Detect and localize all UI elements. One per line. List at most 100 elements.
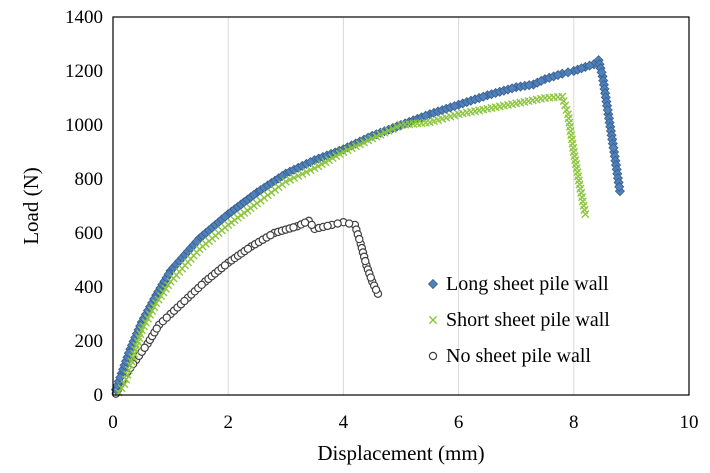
- trace-point-3-14: [162, 313, 171, 322]
- legend-label-3: No sheet pile wall: [446, 345, 591, 367]
- trace-point-2-58: [298, 169, 307, 179]
- trace-point-1-93: [449, 101, 460, 112]
- y-tick-label-4: 800: [75, 169, 104, 190]
- trace-point-3-59: [361, 256, 370, 266]
- trace-point-2-77: [384, 126, 393, 135]
- trace-point-2-39: [220, 223, 230, 232]
- trace-point-3-52: [344, 219, 354, 228]
- trace-point-1-117: [584, 60, 595, 71]
- trace-point-1-144: [614, 181, 625, 192]
- trace-point-3-18: [180, 296, 189, 306]
- tick-labels: 0 2 4 6 8 10 0 200 400 600 800 1000 1200 1400: [65, 7, 699, 433]
- y-axis-label: Load (N): [19, 167, 43, 245]
- trace-point-2-3: [124, 365, 133, 375]
- trace-point-2-18: [154, 295, 163, 304]
- y-tick-label-6: 1200: [65, 61, 103, 82]
- data-point-2-1: [120, 380, 129, 389]
- trace-point-3-50: [323, 221, 332, 231]
- trace-point-2-57: [294, 171, 303, 181]
- trace-point-3-22: [197, 280, 206, 290]
- trace-point-1-110: [536, 75, 547, 86]
- trace-point-2-68: [343, 145, 352, 155]
- trace-point-2-1: [121, 375, 131, 384]
- trace-point-2-54: [278, 180, 287, 189]
- trace-point-2-55: [285, 175, 295, 184]
- trace-point-2-71: [355, 140, 364, 149]
- trace-point-2-69: [347, 144, 356, 153]
- data-point-2-4: [152, 299, 161, 308]
- trace-point-2-20: [159, 288, 168, 297]
- trace-point-2-47: [249, 201, 258, 210]
- legend-label-1: Long sheet pile wall: [446, 273, 609, 295]
- trace-point-2-59: [302, 167, 311, 177]
- x-tick-label-2: 4: [339, 412, 349, 433]
- trace-point-2-13: [141, 318, 151, 327]
- trace-point-1-116: [576, 63, 587, 74]
- trace-point-2-21: [161, 284, 170, 293]
- legend-marker-1: [427, 278, 439, 290]
- axes: [112, 16, 690, 396]
- x-tick-label-0: 0: [108, 412, 118, 433]
- y-tick-label-3: 600: [75, 223, 104, 244]
- trace-point-3-44: [289, 223, 298, 232]
- legend-label-2: Short sheet pile wall: [446, 309, 610, 331]
- legend: Long sheet pile wall Short sheet pile wal…: [427, 273, 610, 367]
- trace-point-2-73: [363, 136, 373, 145]
- trace-point-3-39: [266, 231, 275, 240]
- trace-point-2-11: [136, 330, 145, 339]
- legend-marker-3: [428, 351, 438, 361]
- series-1: [110, 55, 625, 395]
- trace-point-2-75: [376, 130, 385, 139]
- trace-point-2-85: [421, 118, 430, 127]
- trace-point-2-136: [580, 205, 589, 214]
- x-tick-label-3: 6: [454, 412, 464, 433]
- trace-point-2-79: [392, 122, 401, 132]
- trace-point-1-128: [602, 104, 613, 116]
- trace-point-1-87: [420, 110, 431, 121]
- trace-point-3-55: [355, 234, 364, 244]
- trace-point-1-105: [507, 83, 518, 94]
- trace-point-2-130: [574, 176, 583, 185]
- trace-point-2-97: [479, 105, 488, 114]
- trace-point-2-123: [569, 143, 578, 152]
- y-tick-label-1: 200: [75, 331, 104, 352]
- trace-point-2-15: [145, 310, 155, 319]
- trace-point-3-47: [307, 220, 316, 230]
- trace-point-3-28: [220, 261, 230, 270]
- trace-point-2-17: [150, 302, 159, 312]
- y-tick-label-7: 1400: [65, 7, 103, 28]
- trace-point-1-57: [277, 170, 288, 182]
- trace-point-1-136: [608, 142, 619, 153]
- trace-point-1-99: [478, 91, 489, 102]
- x-tick-label-4: 8: [569, 412, 579, 433]
- trace-point-2-112: [553, 92, 563, 102]
- y-tick-label-2: 400: [75, 277, 104, 298]
- x-tick-label-5: 10: [680, 412, 699, 433]
- trace-point-2-2: [123, 370, 132, 379]
- trace-point-2-56: [289, 173, 299, 182]
- data-series: [110, 55, 625, 398]
- trace-point-2-60: [306, 166, 315, 175]
- trace-point-2-31: [192, 248, 201, 257]
- trace-point-2-72: [359, 138, 369, 147]
- trace-point-3-8: [140, 343, 149, 352]
- trace-point-2-115: [562, 105, 571, 114]
- trace-point-3-34: [243, 244, 253, 254]
- trace-point-2-76: [380, 128, 389, 137]
- x-tick-label-1: 2: [223, 412, 233, 433]
- data-point-2-12: [368, 134, 377, 143]
- trace-point-3-62: [366, 273, 375, 282]
- trace-point-1-63: [305, 156, 316, 168]
- trace-point-2-70: [351, 142, 360, 151]
- trace-point-2-103: [507, 100, 517, 109]
- trace-point-2-67: [335, 149, 344, 159]
- trace-point-3-64: [371, 285, 381, 294]
- series-3: [111, 216, 383, 398]
- grid-lines: [227, 17, 690, 395]
- series-2: [114, 92, 590, 397]
- trace-point-2-22: [164, 281, 173, 290]
- trace-point-2-14: [143, 314, 153, 323]
- trace-point-3-46: [300, 218, 310, 227]
- trace-point-3-12: [152, 324, 161, 333]
